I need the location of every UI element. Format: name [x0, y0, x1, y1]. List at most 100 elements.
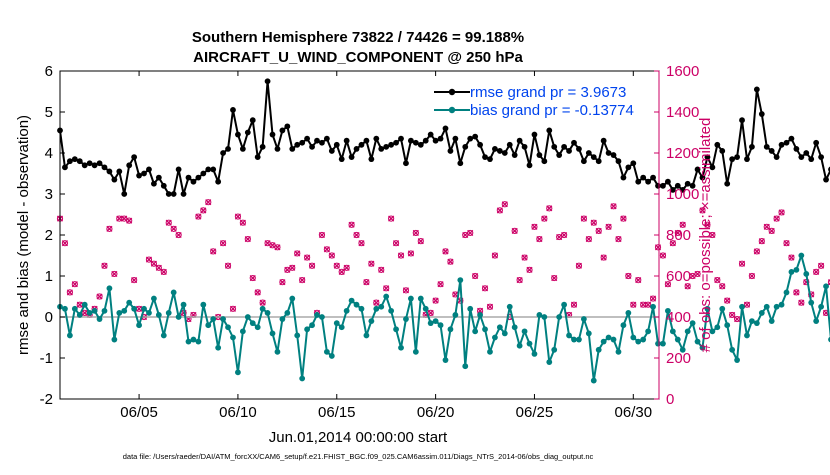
bias-point	[417, 295, 424, 302]
obs-assimilated-stroke	[768, 227, 775, 234]
rmse-point	[561, 143, 568, 150]
obs-assimilated-stroke	[373, 299, 380, 306]
rmse-point	[116, 168, 123, 175]
obs-assimilated-marker	[664, 281, 671, 288]
obs-possible-marker	[649, 295, 657, 302]
rmse-point	[487, 156, 493, 163]
obs-assimilated-stroke	[773, 215, 780, 222]
bias-point	[368, 318, 375, 324]
obs-assimilated-stroke	[205, 199, 212, 206]
rmse-point	[496, 148, 503, 154]
obs-assimilated-marker	[328, 252, 335, 259]
obs-assimilated-marker	[294, 250, 301, 257]
rmse-point	[501, 150, 508, 156]
rmse-point	[492, 146, 498, 152]
rmse-point	[368, 156, 375, 163]
obs-possible-marker	[733, 315, 741, 323]
obs-possible-marker	[729, 311, 736, 319]
obs-assimilated-marker	[635, 277, 642, 284]
obs-possible-marker	[358, 240, 365, 247]
obs-possible-marker	[432, 297, 439, 304]
rmse-point	[66, 158, 73, 165]
bias-point	[660, 340, 666, 347]
obs-assimilated-marker	[308, 262, 316, 269]
obs-possible-marker	[699, 207, 706, 214]
rmse-point	[551, 143, 558, 150]
obs-assimilated-stroke	[570, 301, 578, 308]
obs-assimilated-marker	[788, 254, 795, 261]
obs-assimilated-stroke	[96, 293, 103, 300]
bias-point	[333, 320, 340, 327]
obs-assimilated-marker	[501, 201, 508, 208]
rmse-point	[383, 143, 390, 150]
obs-assimilated-stroke	[61, 240, 69, 247]
obs-assimilated-stroke	[121, 215, 128, 222]
obs-possible-marker	[333, 262, 340, 269]
obs-assimilated-stroke	[674, 229, 681, 237]
bias-point	[185, 338, 192, 345]
bias-point	[778, 301, 785, 308]
obs-possible-marker	[704, 221, 711, 228]
obs-possible-marker	[496, 207, 503, 214]
obs-possible-marker	[442, 248, 449, 255]
bias-point	[407, 295, 414, 302]
obs-possible-marker	[343, 264, 350, 271]
obs-possible-marker	[200, 207, 207, 214]
rmse-point	[452, 135, 459, 142]
obs-possible-marker	[205, 199, 212, 206]
bias-point	[180, 301, 187, 308]
obs-possible-marker	[605, 223, 612, 230]
obs-possible-marker	[378, 266, 385, 273]
bias-point	[353, 301, 360, 308]
rmse-point	[610, 152, 617, 158]
rmse-point	[170, 191, 177, 197]
obs-possible-marker	[219, 240, 227, 247]
bias-point	[432, 318, 439, 324]
obs-possible-marker	[437, 281, 444, 288]
rmse-point	[151, 180, 157, 187]
rmse-point	[729, 156, 736, 163]
obs-assimilated-marker	[402, 287, 410, 294]
bias-point	[254, 324, 261, 331]
obs-assimilated-stroke	[452, 291, 459, 298]
obs-assimilated-marker	[743, 301, 751, 308]
rmse-point	[254, 154, 261, 161]
obs-assimilated-stroke	[155, 264, 162, 271]
obs-possible-marker	[348, 221, 355, 228]
bias-point	[101, 307, 108, 314]
obs-assimilated-stroke	[783, 240, 790, 247]
rmse-point	[259, 143, 266, 150]
obs-possible-marker	[353, 231, 360, 239]
obs-assimilated-marker	[818, 262, 825, 269]
obs-possible-marker	[481, 285, 489, 292]
obs-possible-marker	[724, 297, 731, 304]
bias-point	[111, 336, 118, 343]
obs-possible-marker	[788, 254, 795, 261]
obs-possible-marker	[328, 252, 335, 259]
obs-assimilated-stroke	[709, 231, 716, 239]
obs-possible-marker	[71, 281, 78, 288]
obs-possible-marker	[224, 262, 232, 269]
rmse-point	[422, 137, 429, 144]
bias-point	[516, 342, 523, 349]
obs-possible-marker	[590, 219, 597, 226]
rmse-point	[793, 146, 800, 152]
rmse-point	[457, 160, 464, 167]
rmse-point	[363, 137, 370, 144]
obs-assimilated-marker	[462, 231, 469, 239]
rmse-point	[635, 178, 642, 185]
bias-point	[699, 344, 706, 351]
rmse-point	[511, 152, 518, 158]
obs-assimilated-marker	[511, 227, 518, 234]
rmse-point	[131, 154, 138, 161]
rmse-point	[669, 187, 676, 193]
obs-assimilated-stroke	[625, 272, 632, 280]
bias-point	[808, 299, 815, 306]
rmse-point	[165, 191, 172, 197]
bias-point	[521, 328, 528, 335]
obs-assimilated-stroke	[116, 215, 123, 222]
obs-assimilated-stroke	[669, 240, 676, 247]
rmse-point	[516, 137, 523, 144]
obs-assimilated-stroke	[600, 254, 607, 261]
